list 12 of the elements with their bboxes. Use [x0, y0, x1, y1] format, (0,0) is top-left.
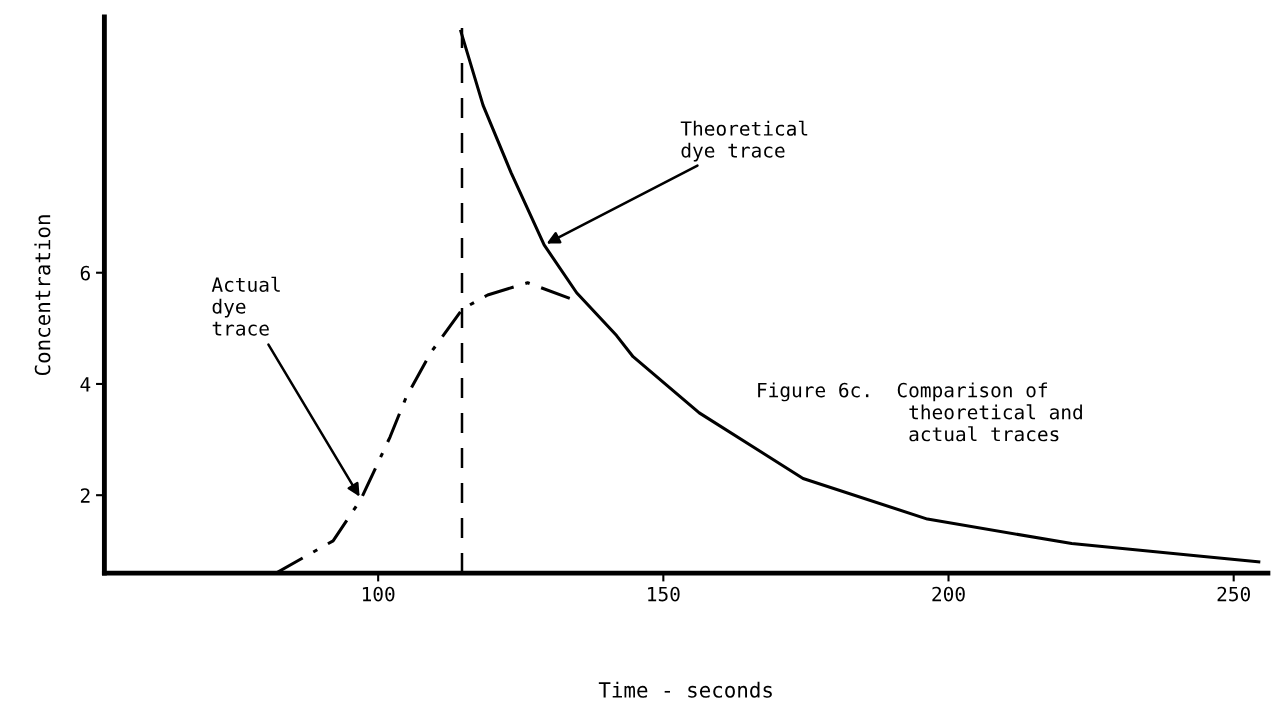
x-tick-label: 250 — [1217, 586, 1250, 602]
y-axis-title: Concentration — [34, 215, 51, 376]
y-tick-label: 6 — [80, 265, 90, 281]
annotation: Actual dye trace — [211, 276, 280, 336]
x-tick-label: 200 — [932, 586, 965, 602]
x-tick-label: 100 — [362, 586, 395, 602]
y-tick-label: 4 — [80, 377, 91, 392]
annotation: Figure 6c. Comparison of theoretical and actual traces — [758, 382, 1082, 442]
annotation: Theoretical dye trace — [680, 120, 808, 162]
x-axis-title: Time - seconds — [598, 681, 772, 698]
y-tick-label: 2 — [80, 488, 90, 503]
x-tick-label: 150 — [648, 586, 680, 602]
